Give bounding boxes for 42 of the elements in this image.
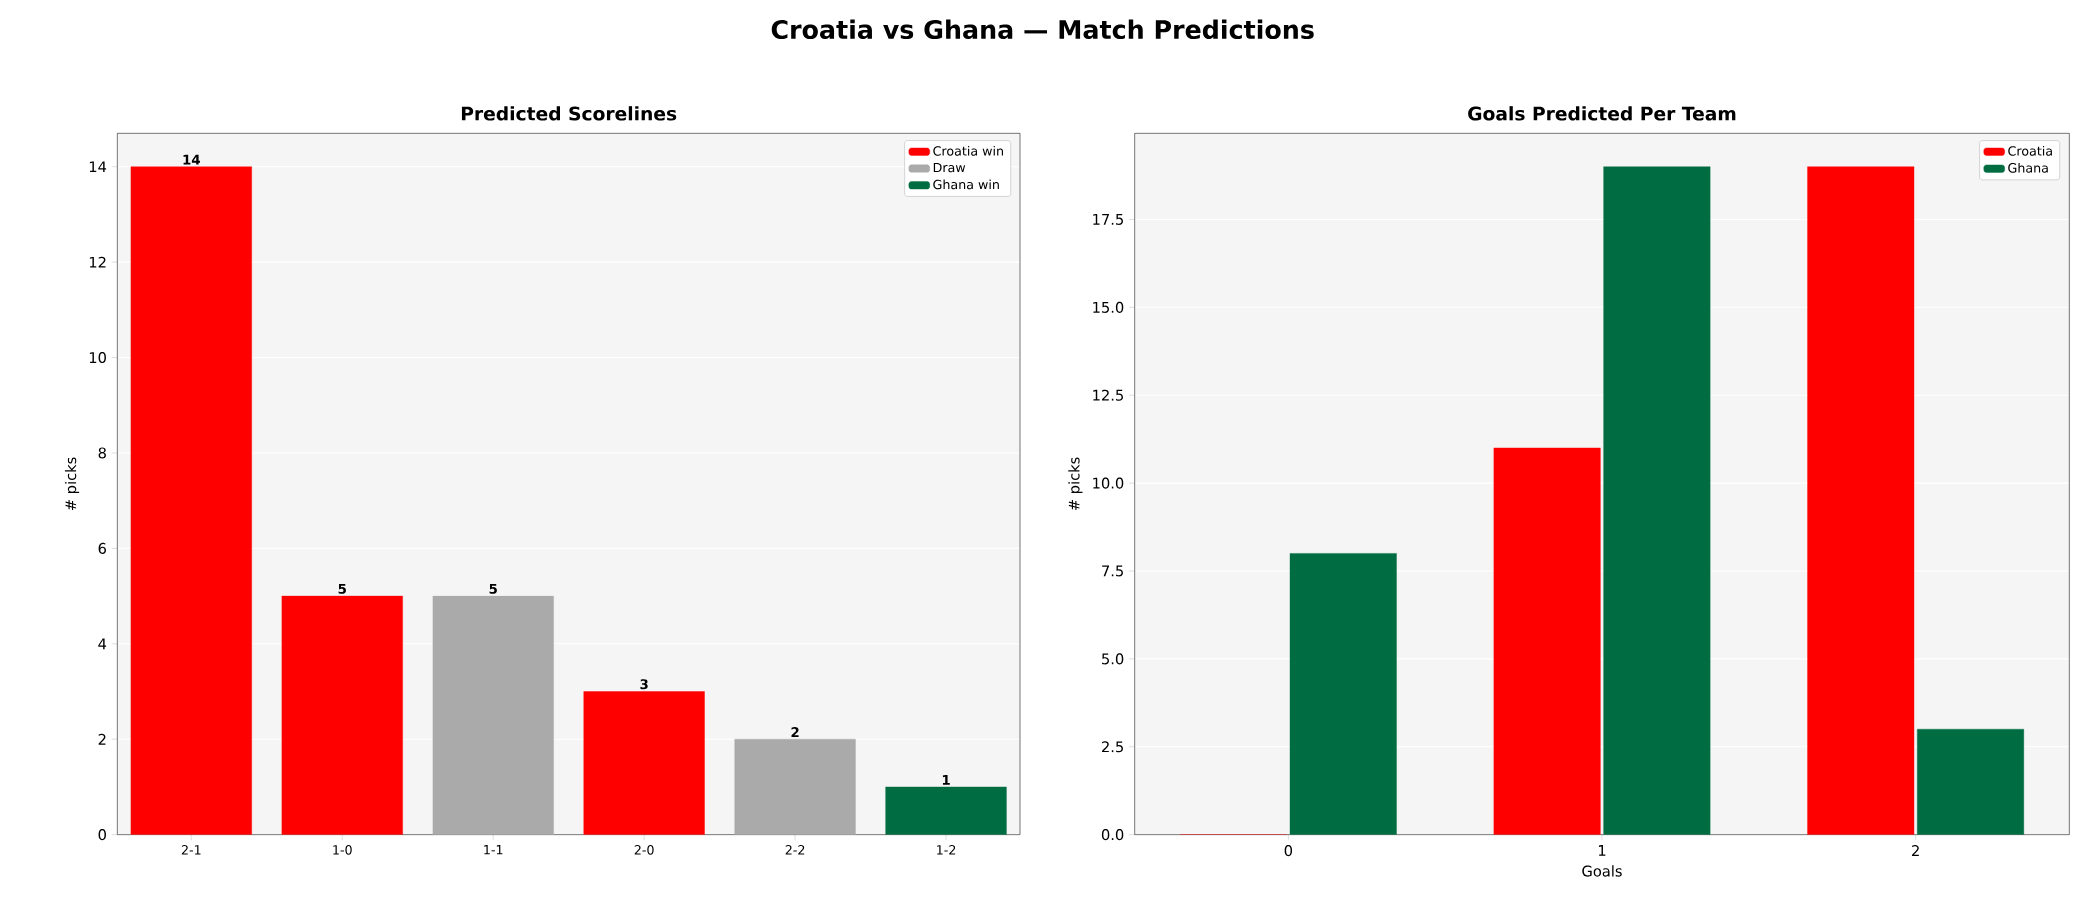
- data-label: 5: [489, 583, 497, 594]
- y-tick-label: 17.5: [1093, 214, 1123, 225]
- text: Croatia vs Ghana — Match Predictions: [771, 19, 1314, 40]
- x-tick-label: 1-1: [484, 845, 503, 855]
- legend-label: Croatia win: [933, 145, 1003, 156]
- y-tick-label: 15.0: [1093, 301, 1124, 313]
- data-label: 2: [791, 727, 799, 737]
- y-tick-label: 8: [98, 447, 106, 459]
- data-label: 3: [640, 679, 648, 690]
- y-tick-label: 14: [89, 161, 107, 173]
- x-tick-label: 0: [1284, 845, 1293, 857]
- x-tick-label: 1: [1598, 845, 1606, 856]
- x-tick-label: 2-1: [181, 845, 201, 855]
- x-tick-label: 1-0: [333, 845, 352, 855]
- data-label: 1: [942, 774, 950, 785]
- legend-label: Ghana: [2008, 162, 2048, 173]
- x-tick-label: 2-2: [785, 845, 805, 855]
- y-tick-label: 0.0: [1101, 829, 1124, 841]
- y-tick-label: 0: [98, 829, 106, 841]
- legend-label: Croatia: [2008, 145, 2052, 156]
- x-tick-label: 2-0: [634, 845, 654, 855]
- data-label: 5: [338, 583, 346, 594]
- y-tick-label: 10.0: [1093, 477, 1124, 489]
- data-label: 14: [183, 154, 200, 165]
- legend-label: Ghana win: [933, 179, 999, 190]
- chart-title: Predicted Scorelines: [461, 106, 677, 121]
- y-axis-title: # picks: [64, 457, 80, 511]
- y-tick-label: 12: [89, 256, 106, 268]
- y-tick-label: 2: [98, 733, 106, 745]
- y-tick-label: 7.5: [1102, 565, 1123, 577]
- y-tick-label: 6: [98, 542, 107, 554]
- chart-title: Goals Predicted Per Team: [1468, 106, 1736, 121]
- y-axis-title: # picks: [1068, 457, 1083, 511]
- x-axis-title: Goals: [1582, 865, 1622, 877]
- y-tick-label: 2.5: [1102, 741, 1123, 753]
- legend-label: Draw: [933, 162, 966, 173]
- y-tick-label: 12.5: [1093, 389, 1123, 401]
- y-tick-label: 4: [98, 638, 107, 650]
- x-tick-label: 2: [1912, 845, 1919, 856]
- y-tick-label: 5.0: [1102, 653, 1124, 665]
- y-tick-label: 10: [89, 352, 106, 364]
- x-tick-label: 1-2: [937, 845, 956, 855]
